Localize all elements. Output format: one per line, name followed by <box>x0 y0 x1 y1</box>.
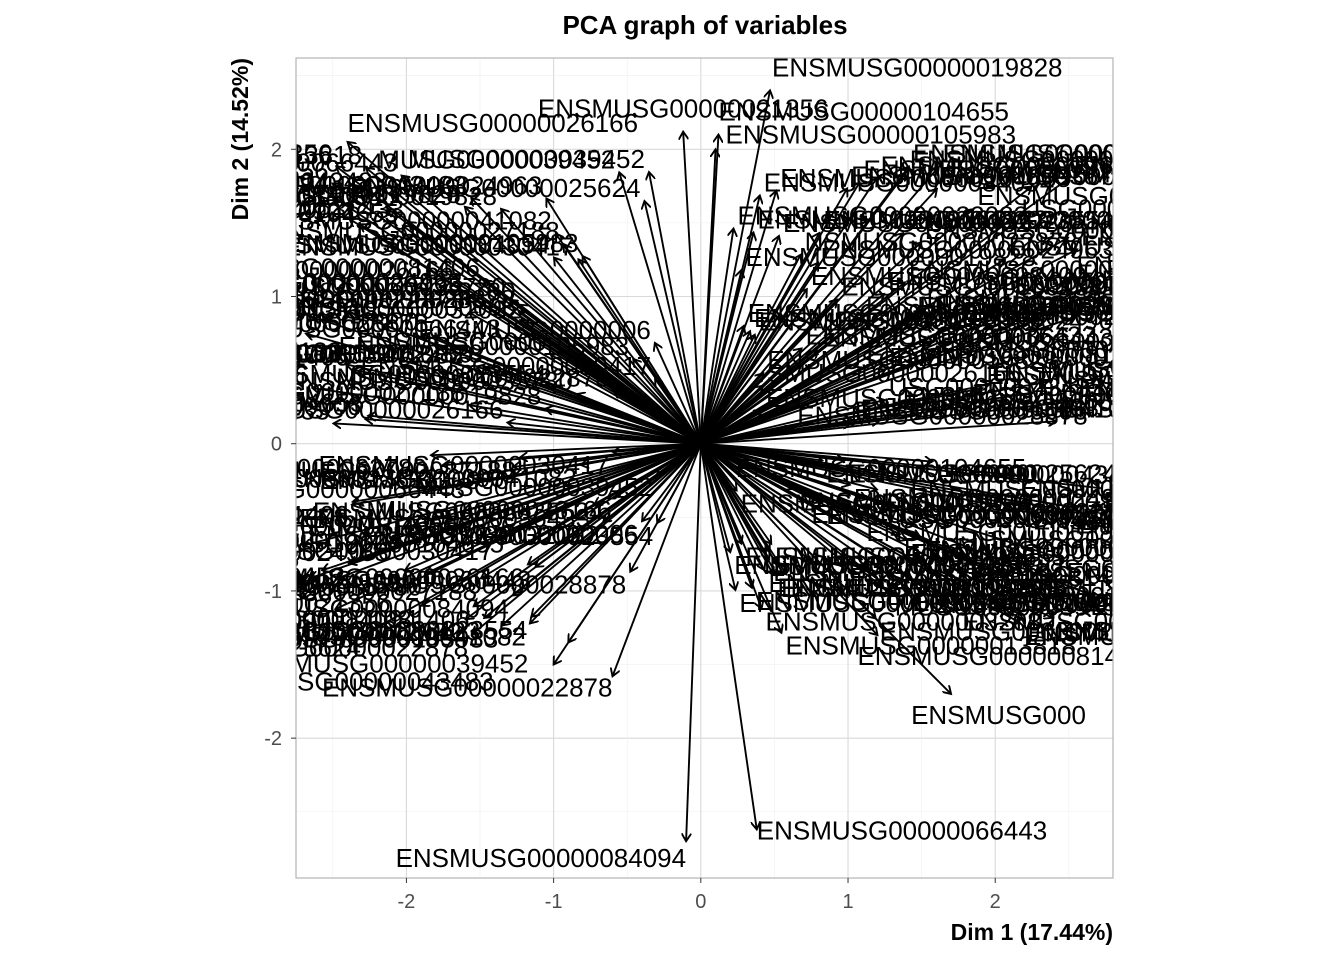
variable-label: ENSMUSG00000066443 <box>757 815 1048 845</box>
x-tick-label: 1 <box>842 891 853 913</box>
variable-label: ENSMUSG00000041082 <box>1020 473 1311 503</box>
variable-label: ENSMUSG00000027188 <box>269 216 560 246</box>
variable-label: ENSMUSG00000105983 <box>726 119 1017 149</box>
y-tick-label: 2 <box>271 139 282 161</box>
variable-label: ENSMUSG00000062780 <box>225 277 516 307</box>
variable-label: ENSMUSG00000035780 <box>41 577 332 607</box>
variable-label: SMUSG00000026166 <box>977 560 1231 590</box>
x-axis-ticks: -2 -1 0 1 2 <box>398 878 1001 913</box>
variable-label: ENSMUSG00000019828 <box>772 52 1063 82</box>
variable-label: ENSMUSG00000030417 <box>826 500 1117 530</box>
y-axis-title: Dim 2 (14.52%) <box>227 58 253 220</box>
y-tick-label: 0 <box>271 434 282 456</box>
variable-label: NSMUSG00000022878 <box>336 362 609 392</box>
variable-label: ENSMUSG00000039452 <box>238 648 529 678</box>
variable-cloud: ENSMUSG00000081406ENSMUSG00000027188ENSM… <box>9 138 1344 662</box>
variable-label: ENSMUSG000 <box>911 700 1086 730</box>
variable-arrow <box>686 444 701 841</box>
variable-label: ENSMUSG00000081406 <box>18 360 309 390</box>
variable-label: ENSMUSG00000036433 <box>39 395 330 425</box>
y-tick-label: -2 <box>264 728 282 750</box>
variable-label: ENSMUSG00000025624 <box>1081 221 1344 251</box>
variable-label: ENSMUSG00000026166 <box>348 108 639 138</box>
variable-label: ENSMUSG00000084094 <box>396 843 687 873</box>
variable-label: ENSMUSG00000024963 <box>98 537 389 567</box>
variable-label: ENSMUSG00000042902 <box>11 306 302 336</box>
x-tick-label: 0 <box>695 891 706 913</box>
variable-label: ENSMUSG00000084094 <box>38 168 329 198</box>
variable-label: ENSMUSG00000021356 <box>42 138 333 168</box>
variable-label: ENSMUSG00000013818 <box>16 576 307 606</box>
y-tick-label: 1 <box>271 286 282 308</box>
variable-label: ENSMUSG00000019828 <box>9 543 300 573</box>
variable-label: ENSMUSG00000032082 <box>1104 486 1344 516</box>
variable-label: ENSMUSG00000024963 <box>822 235 1113 265</box>
variable-label: ENSMUSG00000027188 <box>1081 506 1344 536</box>
chart-title: PCA graph of variables <box>562 10 847 40</box>
variable-label: ENSMUSG0000 <box>320 465 509 495</box>
y-axis-ticks: -2 -1 0 1 2 <box>264 139 296 750</box>
variable-label: ENSMUSG00000028878 <box>1107 254 1344 284</box>
variable-label: ENSMUSG00000066443 <box>241 565 532 595</box>
variable-label: MUSG00000039452 <box>973 587 1210 617</box>
variable-label: ENSMUSG00000041082 <box>235 622 526 652</box>
x-tick-label: 2 <box>990 891 1001 913</box>
y-tick-label: -1 <box>264 581 282 603</box>
variable-label: ENSMUSG00000028878 <box>1079 373 1344 403</box>
variable-label: ENSMUSG00000030417 <box>1076 250 1344 280</box>
x-tick-label: -1 <box>545 891 563 913</box>
variable-label: ENSMUSG00000062780 <box>783 208 1074 238</box>
x-axis-title: Dim 1 (17.44%) <box>951 919 1113 945</box>
variable-label: ENSMUSG00000036433 <box>1101 265 1344 295</box>
variable-label: ENSMUSG0000006 <box>881 150 1114 180</box>
variable-label: ENSMUSG00000084094 <box>1074 150 1344 180</box>
x-tick-label: -2 <box>398 891 416 913</box>
variable-label: ENSMUSG00000019828 <box>767 345 1058 375</box>
variable-label: ENSMUSG00000105983 <box>1090 591 1344 621</box>
variable-label: SMUSG00000026166 <box>357 495 611 525</box>
variable-label: ENSMUSG00000036433 <box>1041 292 1332 322</box>
variable-label: ENSMUSG00000021356 <box>38 156 329 186</box>
variable-label: ENSMUSG00000081406 <box>857 641 1148 671</box>
variable-label: ENSMUSG00000032082 <box>1060 393 1344 423</box>
variable-label: USG00000043483 <box>103 568 318 598</box>
